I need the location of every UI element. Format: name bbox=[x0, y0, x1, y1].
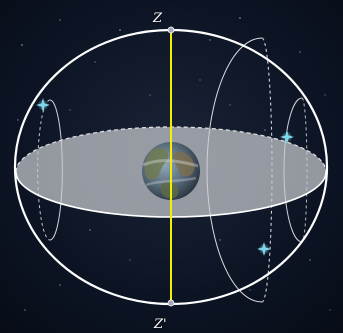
star-icon bbox=[257, 242, 271, 256]
zenith-point bbox=[167, 26, 175, 34]
star-icon bbox=[280, 130, 294, 144]
nadir-label: Z' bbox=[154, 317, 167, 332]
background-stars bbox=[17, 17, 331, 311]
zenith-label: Z bbox=[153, 11, 163, 26]
star-icon bbox=[36, 98, 50, 112]
nadir-point bbox=[167, 299, 175, 307]
